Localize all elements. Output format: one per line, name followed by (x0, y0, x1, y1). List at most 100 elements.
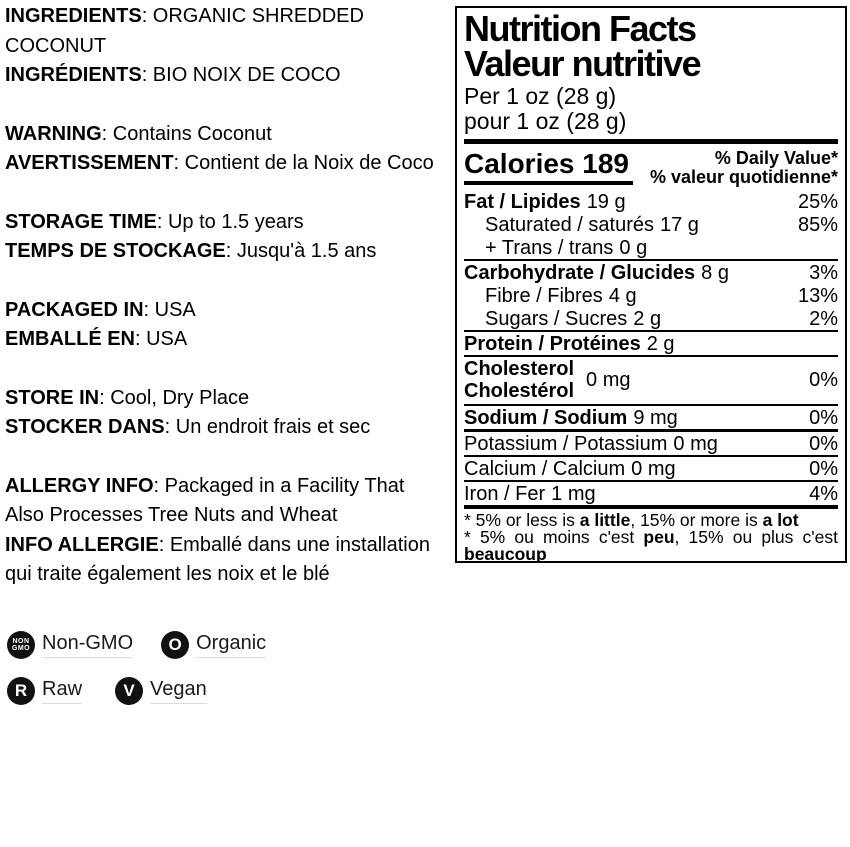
field-value: COCONUT (5, 34, 107, 57)
text-line: COCONUT (5, 32, 455, 62)
text-line: Also Processes Tree Nuts and Wheat (5, 501, 455, 531)
nutrient-label: Fat / Lipides (464, 191, 581, 213)
field-value: : Contains Coconut (101, 122, 272, 145)
row-fibre: Fibre / Fibres 4 g 13% (464, 284, 838, 307)
nutrient-label: Iron / Fer (464, 483, 546, 505)
field-label: WARNING (5, 122, 102, 145)
nutrient-dv: 0% (809, 368, 838, 391)
field-label: INGREDIENTS (5, 5, 142, 27)
nutrient-amount: 9 mg (633, 407, 678, 429)
packaged-in-section: PACKAGED IN: USA EMBALLÉ EN: USA (5, 296, 455, 355)
field-label: STORE IN (5, 386, 100, 409)
text-line: STORAGE TIME: Up to 1.5 years (5, 208, 455, 238)
field-value: : Un endroit frais et sec (164, 416, 371, 438)
serving-size-en: Per 1 oz (28 g) (464, 83, 617, 109)
nutrient-dv: 0% (809, 433, 838, 455)
badge-label: Non-GMO (42, 632, 134, 658)
storage-time-section: STORAGE TIME: Up to 1.5 years TEMPS DE S… (5, 208, 455, 267)
field-label: AVERTISSEMENT (5, 152, 174, 174)
text-line: INFO ALLERGIE: Emballé dans une installa… (5, 531, 455, 561)
nutrient-amount: 19 g (586, 191, 626, 213)
text-line: INGRÉDIENTS: BIO NOIX DE COCO (5, 61, 455, 91)
nutrient-label: Potassium / Potassium (464, 433, 668, 455)
cholesterol-label-en: Cholesterol (464, 358, 575, 380)
field-value: : Emballé dans une installation (158, 533, 430, 556)
field-label: INFO ALLERGIE (5, 533, 159, 556)
text-line: PACKAGED IN: USA (5, 296, 455, 326)
daily-value-header-fr: % valeur quotidienne* (649, 167, 838, 187)
footnote-en: * 5% or less is a little, 15% or more is… (464, 510, 838, 530)
warning-section: WARNING: Contains Coconut AVERTISSEMENT:… (5, 120, 455, 179)
footnote-text-bold: a lot (762, 510, 799, 530)
row-saturated: Saturated / saturés 17 g 85% (464, 213, 838, 236)
row-potassium: Potassium / Potassium 0 mg 0% (464, 432, 838, 457)
field-label: STORAGE TIME (5, 210, 157, 233)
nutrient-amount: 1 mg (551, 483, 596, 505)
field-value: Also Processes Tree Nuts and Wheat (5, 504, 338, 526)
row-protein: Protein / Protéines 2 g (464, 332, 838, 357)
field-value: : Up to 1.5 years (156, 210, 304, 233)
nutrient-amount: 0 mg (586, 368, 631, 391)
organic-badge: O Organic (161, 630, 267, 659)
nutrition-title-en: Nutrition Facts (464, 8, 697, 49)
row-sugars: Sugars / Sucres 2 g 2% (464, 307, 838, 332)
text-line: ALLERGY INFO: Packaged in a Facility Tha… (5, 472, 455, 502)
nutrient-label: Fibre / Fibres (485, 285, 603, 307)
daily-value-header: % Daily Value* % valeur quotidienne* (650, 149, 838, 187)
raw-badge: R Raw (7, 676, 83, 705)
field-label: INGRÉDIENTS (5, 64, 142, 86)
nutrient-label: Sodium / Sodium (464, 407, 628, 429)
calories-value: Calories 189 (464, 149, 633, 185)
row-carbohydrate: Carbohydrate / Glucides 8 g 3% (464, 261, 838, 284)
field-value: qui traite également les noix et le blé (5, 563, 330, 585)
footnote-fr: * 5% ou moins c'est peu, 15% ou plus c'e… (464, 527, 838, 561)
non-gmo-icon-text: NON (12, 637, 30, 645)
field-value: : USA (143, 298, 196, 321)
certification-badges: NON GMO Non-GMO O Organic R Raw V Vegan (7, 630, 267, 722)
nutrient-amount: 4 g (608, 285, 637, 307)
footnote: * 5% or less is a little, 15% or more is… (464, 509, 838, 561)
store-in-section: STORE IN: Cool, Dry Place STOCKER DANS: … (5, 384, 455, 443)
badge-label: Organic (196, 632, 267, 658)
nutrient-label: Carbohydrate / Glucides (464, 262, 696, 284)
field-value: : Packaged in a Facility That (153, 474, 405, 497)
field-value: : BIO NOIX DE COCO (141, 64, 341, 86)
non-gmo-icon: NON GMO (7, 630, 35, 659)
field-value: : Contient de la Noix de Coco (173, 152, 434, 174)
nutrient-label: Cholesterol Cholestérol (464, 358, 574, 402)
row-sodium: Sodium / Sodium 9 mg 0% (464, 406, 838, 432)
product-info-text: INGREDIENTS: ORGANIC SHREDDED COCONUT IN… (5, 2, 455, 590)
field-value: : Cool, Dry Place (99, 386, 250, 409)
badge-row: NON GMO Non-GMO O Organic (7, 630, 267, 659)
row-trans: + Trans / trans 0 g (464, 236, 838, 261)
text-line: qui traite également les noix et le blé (5, 560, 455, 590)
calories-number: 189 (582, 148, 629, 179)
nutrient-amount: 2 g (646, 333, 675, 355)
footnote-text: * 5% ou moins c'est (464, 527, 644, 547)
nutrient-label: + Trans / trans (485, 237, 614, 259)
nutrient-dv: 0% (809, 458, 838, 480)
badge-label: Vegan (150, 678, 207, 704)
text-line: WARNING: Contains Coconut (5, 120, 455, 150)
nutrient-dv: 2% (809, 308, 838, 330)
text-line: INGREDIENTS: ORGANIC SHREDDED (5, 2, 455, 32)
nutrient-dv: 85% (797, 214, 838, 236)
footnote-text: , 15% or more is (630, 510, 763, 530)
row-fat: Fat / Lipides 19 g 25% (464, 190, 838, 213)
footnote-text: * 5% or less is (464, 510, 580, 530)
nutrition-facts-panel: Nutrition Facts Valeur nutritive Per 1 o… (455, 6, 847, 563)
raw-icon: R (7, 676, 35, 705)
footnote-text-bold: a little (579, 510, 631, 530)
nutrient-amount: 0 mg (631, 458, 676, 480)
badge-label: Raw (42, 678, 83, 704)
nutrient-label: Saturated / saturés (485, 214, 654, 236)
calories-label: Calories (464, 148, 575, 179)
vegan-icon: V (115, 676, 144, 705)
serving-size-fr: pour 1 oz (28 g) (464, 108, 627, 134)
footnote-text: , 15% ou plus c'est (674, 527, 838, 547)
nutrient-dv: 4% (809, 483, 838, 505)
text-line: TEMPS DE STOCKAGE: Jusqu'à 1.5 ans (5, 237, 455, 267)
nutrient-amount: 2 g (633, 308, 662, 330)
nutrient-dv: 13% (797, 285, 838, 307)
vegan-badge: V Vegan (115, 676, 207, 705)
